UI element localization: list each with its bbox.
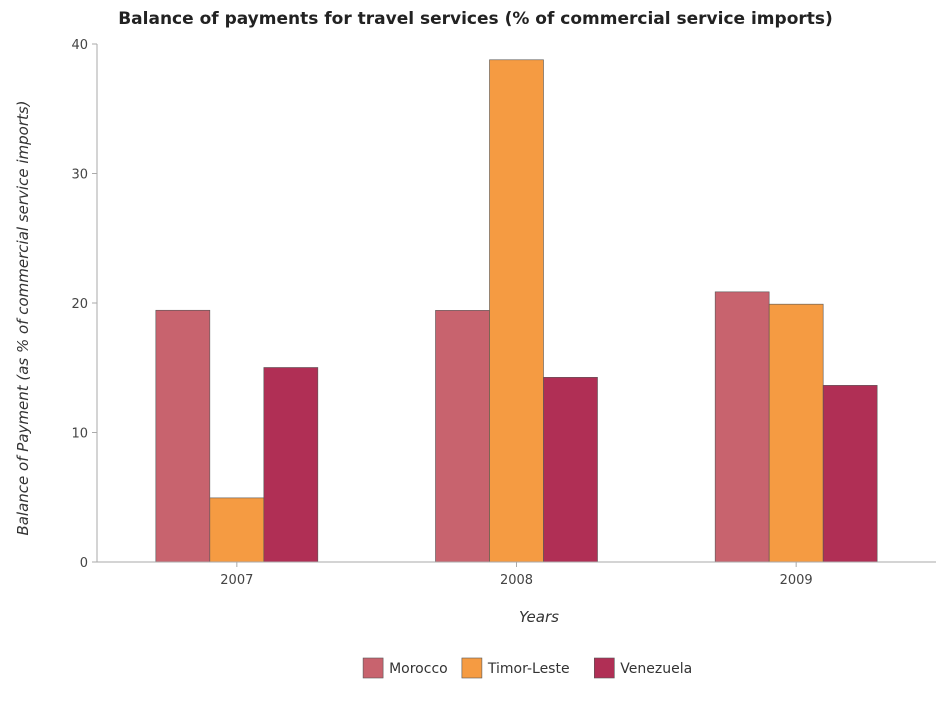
- x-tick-label: 2008: [500, 573, 533, 588]
- x-tick-label: 2007: [220, 573, 253, 588]
- bar-venezuela-2009: [822, 385, 878, 563]
- bar-morocco-2007: [155, 309, 211, 563]
- legend-label: Timor-Leste: [487, 661, 570, 677]
- chart-title: Balance of payments for travel services …: [118, 9, 833, 29]
- y-tick-label: 10: [71, 427, 88, 442]
- bar-morocco-2009: [714, 291, 770, 563]
- y-tick-label: 40: [71, 38, 88, 53]
- legend-swatch: [593, 657, 615, 679]
- legend-item-timor-leste: Timor-Leste: [461, 657, 570, 679]
- bar-timor-leste-2009: [768, 303, 824, 563]
- y-axis: 0 10 20 30 40: [71, 38, 98, 571]
- y-axis-label: Balance of Payment (as % of commercial s…: [14, 100, 32, 535]
- x-axis: 2007 2008 2009: [97, 561, 936, 588]
- legend-label: Venezuela: [620, 661, 692, 677]
- bar-timor-leste-2007: [209, 497, 265, 563]
- bar-timor-leste-2008: [489, 59, 544, 563]
- x-axis-label: Years: [519, 608, 559, 626]
- legend-swatch: [461, 657, 483, 679]
- y-tick-label: 30: [71, 168, 88, 183]
- bar-morocco-2008: [435, 310, 490, 563]
- bar-venezuela-2007: [263, 367, 319, 563]
- bar-venezuela-2008: [543, 377, 598, 563]
- legend-item-venezuela: Venezuela: [593, 657, 692, 679]
- y-tick-label: 0: [80, 556, 88, 571]
- legend: Morocco Timor-Leste Venezuela: [362, 657, 692, 679]
- plot-area: [155, 59, 878, 563]
- legend-item-morocco: Morocco: [362, 657, 448, 679]
- x-tick-label: 2009: [780, 573, 813, 588]
- legend-label: Morocco: [389, 661, 448, 677]
- y-tick-label: 20: [71, 297, 88, 312]
- legend-swatch: [362, 657, 384, 679]
